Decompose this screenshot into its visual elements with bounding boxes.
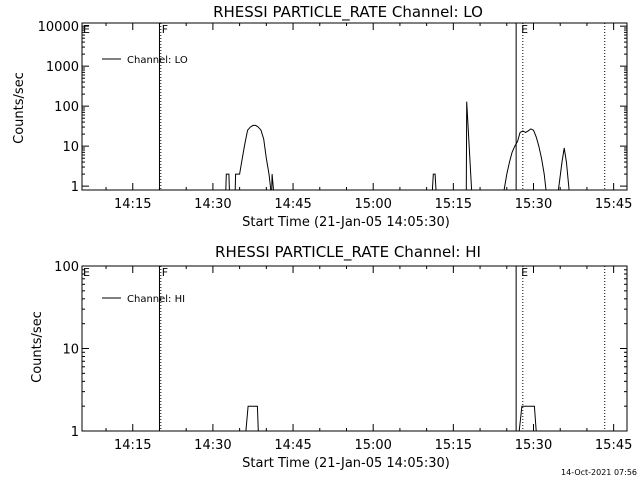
y-tick-label: 10000 xyxy=(38,20,79,35)
lo-time-markers: F EE xyxy=(83,23,606,190)
series-line-segment xyxy=(225,173,230,191)
x-tick-label: 15:45 xyxy=(595,438,632,453)
y-tick-label: 10 xyxy=(62,343,79,358)
lo-x-ticks: 14:15 14:30 14:45 15:00 15:15 15:30 15:45 xyxy=(105,23,632,212)
x-tick-label: 14:15 xyxy=(114,197,151,212)
lo-chart-title: RHESSI PARTICLE_RATE Channel: LO xyxy=(213,3,483,22)
y-tick-label: 10 xyxy=(62,140,79,155)
time-marker-letter: F xyxy=(162,266,168,279)
lo-channel-panel: RHESSI PARTICLE_RATE Channel: LO Counts/… xyxy=(12,3,632,230)
y-tick-label: 100 xyxy=(54,100,79,115)
x-tick-label: 14:45 xyxy=(274,438,311,453)
x-tick-label: 15:00 xyxy=(354,438,391,453)
x-tick-label: 14:15 xyxy=(114,438,151,453)
series-line-segment xyxy=(465,101,473,191)
series-line-segment xyxy=(503,128,547,191)
y-tick-label: 1000 xyxy=(46,60,79,75)
hi-chart-title: RHESSI PARTICLE_RATE Channel: HI xyxy=(215,243,481,262)
series-line-segment xyxy=(557,147,570,191)
time-marker-letter: E xyxy=(83,23,90,36)
time-marker-letter: F xyxy=(162,23,168,36)
lo-series xyxy=(225,101,570,191)
hi-legend-label: Channel: HI xyxy=(127,294,185,305)
hi-plot-frame xyxy=(81,265,628,432)
lo-legend-label: Channel: LO xyxy=(127,55,188,66)
series-line-segment xyxy=(234,124,272,191)
y-tick-label: 1 xyxy=(71,180,79,195)
lo-legend: Channel: LO xyxy=(102,55,188,66)
time-marker-letter: E xyxy=(83,266,90,279)
hi-y-axis-label: Counts/sec xyxy=(30,311,45,383)
series-line-segment xyxy=(431,173,437,191)
x-tick-label: 15:45 xyxy=(595,197,632,212)
hi-x-axis-label: Start Time (21-Jan-05 14:05:30) xyxy=(242,456,450,471)
lo-x-axis-label: Start Time (21-Jan-05 14:05:30) xyxy=(242,215,450,230)
hi-channel-panel: RHESSI PARTICLE_RATE Channel: HI Counts/… xyxy=(30,243,632,471)
lo-plot-frame xyxy=(81,22,628,191)
y-tick-label: 100 xyxy=(54,260,79,275)
x-tick-label: 14:30 xyxy=(194,438,231,453)
x-tick-label: 14:30 xyxy=(194,197,231,212)
lo-y-axis-label: Counts/sec xyxy=(12,72,27,144)
x-tick-label: 15:00 xyxy=(354,197,391,212)
x-tick-label: 14:45 xyxy=(274,197,311,212)
x-tick-label: 15:15 xyxy=(435,438,472,453)
lo-y-ticks: 1 10 100 1000 10000 xyxy=(38,20,627,195)
hi-y-ticks: 1 10 100 xyxy=(54,260,627,440)
hi-legend: Channel: HI xyxy=(102,294,185,305)
series-line-segment xyxy=(271,174,274,191)
timestamp-footer: 14-Oct-2021 07:56 xyxy=(561,468,637,477)
hi-time-markers: F EE xyxy=(83,266,606,431)
y-tick-label: 1 xyxy=(71,425,79,440)
x-tick-label: 15:30 xyxy=(515,438,552,453)
series-line-segment xyxy=(518,405,537,432)
x-tick-label: 15:15 xyxy=(435,197,472,212)
hi-series xyxy=(245,405,537,432)
x-tick-label: 15:30 xyxy=(515,197,552,212)
series-line-segment xyxy=(245,405,259,432)
time-marker-letter: E xyxy=(521,266,528,279)
hi-x-ticks: 14:15 14:30 14:45 15:00 15:15 15:30 15:45 xyxy=(105,266,632,453)
time-marker-letter: E xyxy=(521,23,528,36)
